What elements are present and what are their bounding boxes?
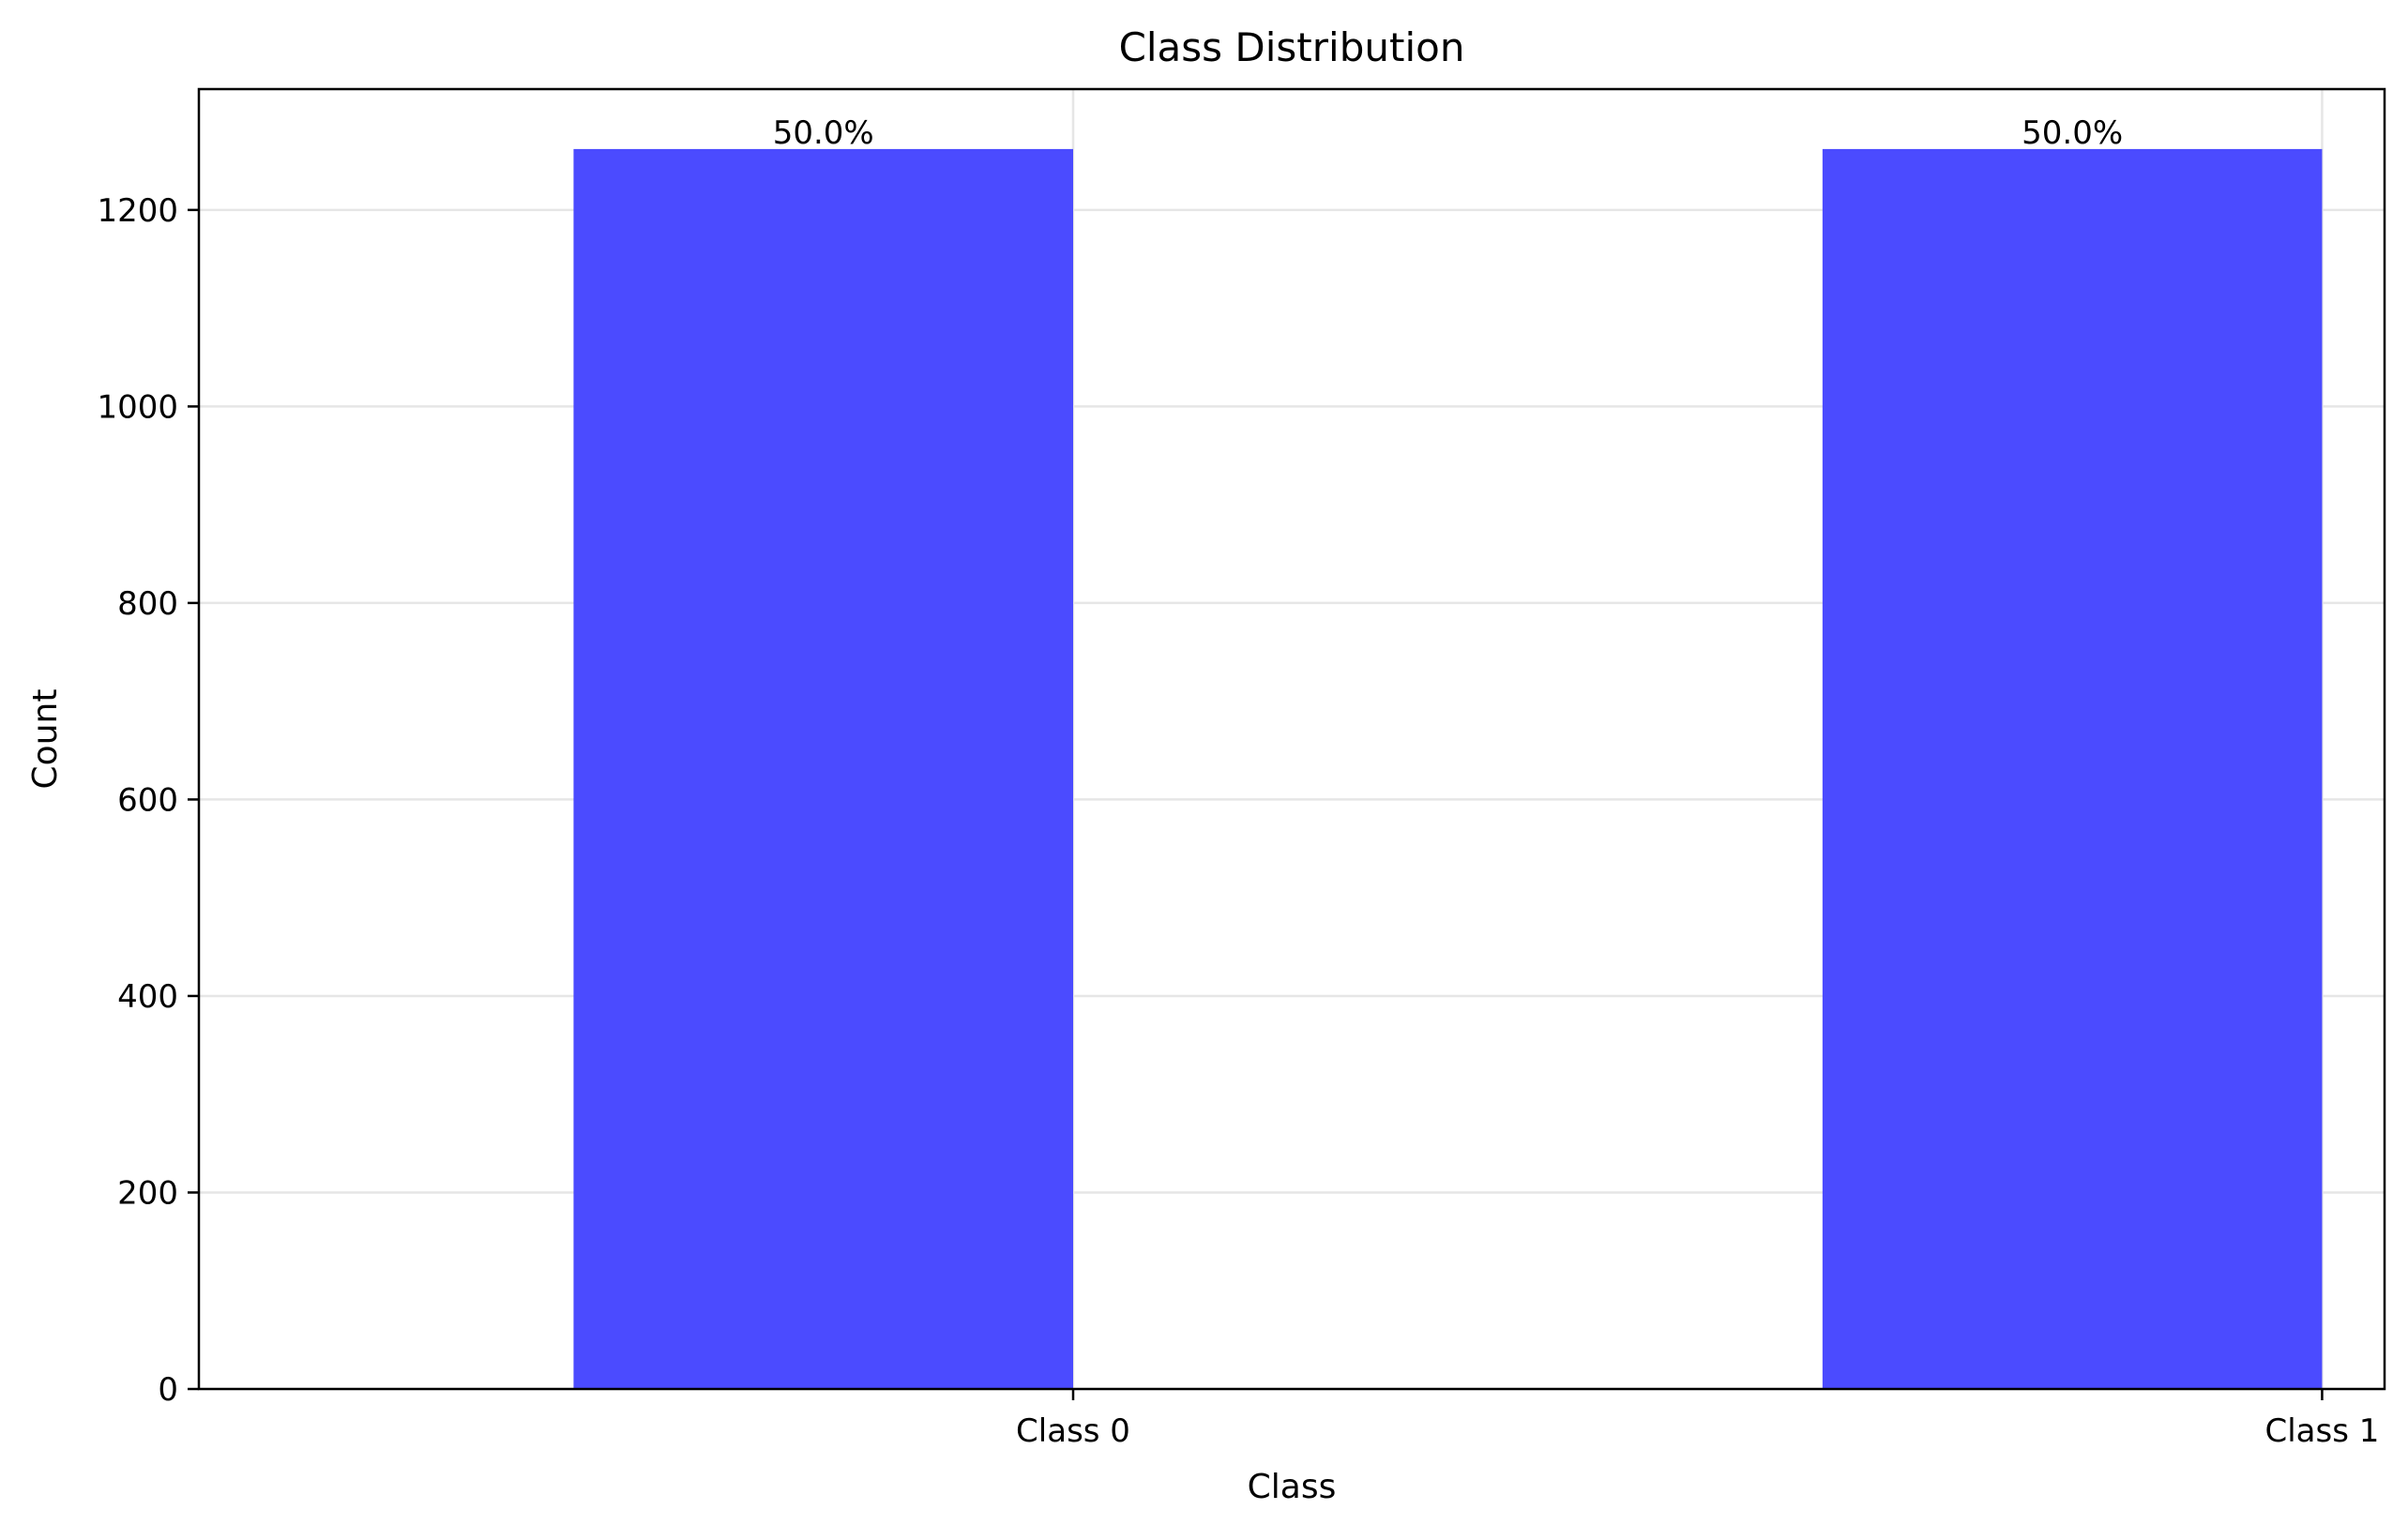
x-tick-label: Class 1 <box>2264 1412 2379 1450</box>
y-tick-label: 200 <box>117 1174 178 1212</box>
bar-value-label: 50.0% <box>2022 114 2123 152</box>
bar-value-label: 50.0% <box>773 114 874 152</box>
y-axis: 0 200 400 600 800 1000 1200 <box>97 192 199 1409</box>
y-tick-label: 1000 <box>97 388 178 426</box>
bar-class-0 <box>573 148 1073 1389</box>
data-labels: 50.0% 50.0% <box>773 114 2123 152</box>
y-axis-title: Count <box>26 689 65 790</box>
chart-title: Class Distribution <box>1119 24 1465 70</box>
plot-frame <box>197 87 2386 1391</box>
y-tick-label: 800 <box>117 585 178 623</box>
y-tick-label: 600 <box>117 781 178 819</box>
x-axis-title: Class <box>1248 1468 1337 1506</box>
y-tick-label: 1200 <box>97 192 178 230</box>
x-axis: Class 0 Class 1 <box>1016 1389 2379 1450</box>
bar-class-1 <box>1822 148 2323 1389</box>
x-tick-label: Class 0 <box>1016 1412 1130 1450</box>
y-tick-label: 0 <box>158 1371 178 1409</box>
bars-layer <box>573 148 2323 1389</box>
y-tick-label: 400 <box>117 978 178 1016</box>
